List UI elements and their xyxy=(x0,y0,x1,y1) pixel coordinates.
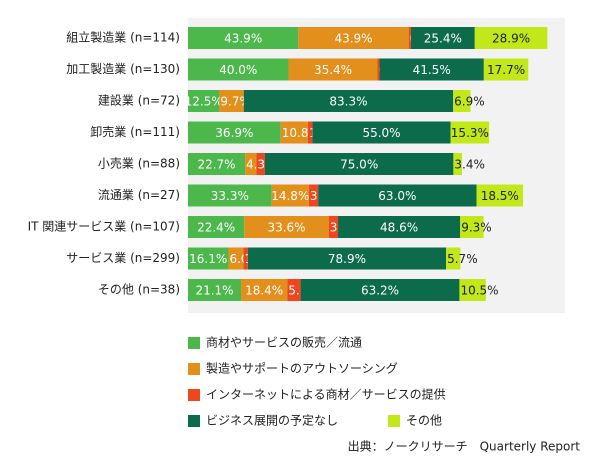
legend-swatch xyxy=(188,363,200,375)
legend-label: 製造やサポートのアウトソーシング xyxy=(206,362,398,376)
value-label: 28.9% xyxy=(492,32,530,46)
bar-segment xyxy=(307,121,313,144)
value-label: 18.4% xyxy=(245,284,283,298)
category-label: 加工製造業 (n=130) xyxy=(66,62,180,76)
legend-label: 商材やサービスの販売／流通 xyxy=(206,335,362,350)
value-label: 43.9% xyxy=(334,32,372,46)
bar-segment xyxy=(247,247,447,270)
bar-segment xyxy=(188,216,245,238)
value-label: 5.7% xyxy=(447,252,478,266)
bar-segment xyxy=(318,184,477,207)
bar-segment xyxy=(245,153,257,175)
bar-segment xyxy=(256,153,265,175)
value-label: 43.9% xyxy=(224,32,262,46)
value-label: 6.9% xyxy=(454,95,485,109)
value-label: 14.8% xyxy=(271,189,309,203)
value-label: 10.5% xyxy=(460,284,498,298)
bar-segment xyxy=(379,58,484,81)
bar-segment xyxy=(450,121,490,144)
bar-segment xyxy=(408,27,411,49)
bar-segment xyxy=(243,247,248,270)
bar-segment xyxy=(264,153,454,175)
legend-label: ビジネス展開の予定なし xyxy=(206,413,338,428)
value-label: 17.7% xyxy=(487,63,525,77)
value-label: 63.0% xyxy=(378,189,416,203)
bar-segment xyxy=(228,247,244,270)
bar-segment xyxy=(453,153,462,175)
bar-segment xyxy=(474,27,548,49)
bar-segment xyxy=(188,58,289,81)
value-label: 18.5% xyxy=(481,189,519,203)
bar-segment xyxy=(244,216,329,238)
value-label: 25.4% xyxy=(424,32,462,46)
category-label: サービス業 (n=299) xyxy=(66,251,180,265)
category-label: IT 関連サービス業 (n=107) xyxy=(28,220,180,234)
value-label: 9.7% xyxy=(220,95,251,109)
value-label: 33.6% xyxy=(267,221,305,235)
bar-segment xyxy=(453,90,471,112)
value-label: 75.0% xyxy=(340,158,378,172)
bar-segment xyxy=(188,90,220,112)
bar-segment xyxy=(188,279,242,301)
bar-segment xyxy=(328,216,339,238)
category-label: 組立製造業 (n=114) xyxy=(66,30,180,45)
legend-label: インターネットによる商材／サービスの提供 xyxy=(206,387,446,402)
value-label: 36.9% xyxy=(215,126,253,140)
bar-segment xyxy=(241,279,288,301)
bar-segment xyxy=(288,58,378,81)
value-label: 9.3% xyxy=(461,221,492,235)
bar-segment xyxy=(280,121,308,144)
value-label: 35.4% xyxy=(314,63,352,77)
bar-segment xyxy=(476,184,524,207)
bar-segment xyxy=(298,27,409,49)
value-label: 63.2% xyxy=(361,284,399,298)
value-label: 16.1% xyxy=(189,252,227,266)
bar-segment xyxy=(312,121,451,144)
source: 出典：ノークリサーチ Quarterly Report xyxy=(348,440,581,454)
value-label: 78.9% xyxy=(328,252,366,266)
bar-segment xyxy=(460,216,484,238)
value-label: 83.3% xyxy=(329,95,367,109)
bar-segment xyxy=(410,27,475,49)
value-label: 33.3% xyxy=(211,189,249,203)
category-label: 小売業 (n=88) xyxy=(98,156,180,171)
value-label: 15.3% xyxy=(451,126,489,140)
value-label: 3.4% xyxy=(454,158,485,172)
bar-segment xyxy=(219,90,244,112)
value-label: 22.7% xyxy=(197,158,235,172)
bar-segment xyxy=(338,216,461,238)
category-label: 流通業 (n=27) xyxy=(98,188,180,202)
bar-segment xyxy=(308,184,319,207)
category-label: その他 (n=38) xyxy=(98,283,180,297)
bar-segment xyxy=(188,184,272,207)
bar-segment xyxy=(459,279,486,301)
value-label: 40.0% xyxy=(219,63,257,77)
legend-swatch xyxy=(388,415,400,427)
bar-segment xyxy=(483,58,529,81)
value-label: 41.5% xyxy=(413,63,451,77)
bar-segment xyxy=(287,279,301,301)
value-label: 12.5% xyxy=(185,95,223,109)
legend-swatch xyxy=(188,389,200,401)
category-label: 建設業 (n=72) xyxy=(98,93,180,108)
category-label: 卸売業 (n=111) xyxy=(90,124,180,139)
legend-label: その他 xyxy=(406,414,442,428)
bar-segment xyxy=(377,58,380,81)
bar-segment xyxy=(243,90,454,112)
bar-segment xyxy=(300,279,460,301)
legend-swatch xyxy=(188,337,200,349)
bar-segment xyxy=(188,121,281,144)
bar-segment xyxy=(188,153,246,175)
bar-segment xyxy=(188,247,229,270)
value-label: 55.0% xyxy=(362,126,400,140)
bar-segment xyxy=(188,27,299,49)
bar-segment xyxy=(271,184,309,207)
value-label: 48.6% xyxy=(380,221,418,235)
value-label: 22.4% xyxy=(197,221,235,235)
bar-segment xyxy=(446,247,461,270)
value-label: 21.1% xyxy=(195,284,233,298)
legend-swatch xyxy=(188,415,200,427)
